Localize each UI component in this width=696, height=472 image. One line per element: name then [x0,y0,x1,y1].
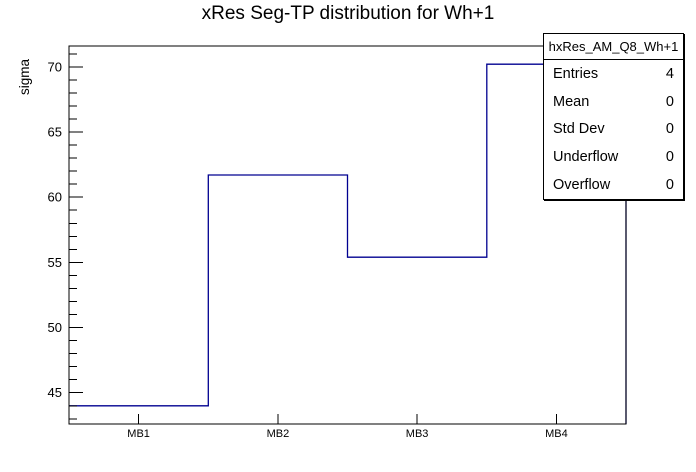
stat-label: Entries [553,65,599,82]
stat-value: 4 [665,65,674,82]
y-tick-label: 60 [48,190,62,205]
stats-row-overflow: Overflow 0 [544,171,683,199]
stat-label: Underflow [553,149,619,166]
stats-row-entries: Entries 4 [544,60,683,88]
stats-row-stddev: Std Dev 0 [544,116,683,144]
stats-row-underflow: Underflow 0 [544,143,683,171]
stats-box-title: hxRes_AM_Q8_Wh+1 [544,34,683,60]
stat-value: 0 [665,149,674,166]
y-axis-title: sigma [17,58,32,95]
y-tick-label: 45 [48,385,62,400]
plot-frame [68,45,627,425]
y-tick-label: 65 [48,125,62,140]
chart-title: xRes Seg-TP distribution for Wh+1 [201,3,495,24]
stat-value: 0 [665,93,674,110]
y-tick-label: 50 [48,320,62,335]
stat-value: 0 [665,177,674,194]
x-tick-label: MB2 [267,428,290,440]
x-tick-label: MB4 [545,428,568,440]
stat-label: Overflow [553,177,611,194]
y-tick-label: 70 [48,59,62,74]
x-tick-label: MB3 [406,428,429,440]
stat-label: Mean [553,93,590,110]
stat-label: Std Dev [553,121,605,138]
stat-value: 0 [665,121,674,138]
stats-row-mean: Mean 0 [544,88,683,116]
stats-box: hxRes_AM_Q8_Wh+1 Entries 4 Mean 0 Std De… [543,33,684,200]
y-tick-label: 55 [48,255,62,270]
x-tick-label: MB1 [127,428,150,440]
